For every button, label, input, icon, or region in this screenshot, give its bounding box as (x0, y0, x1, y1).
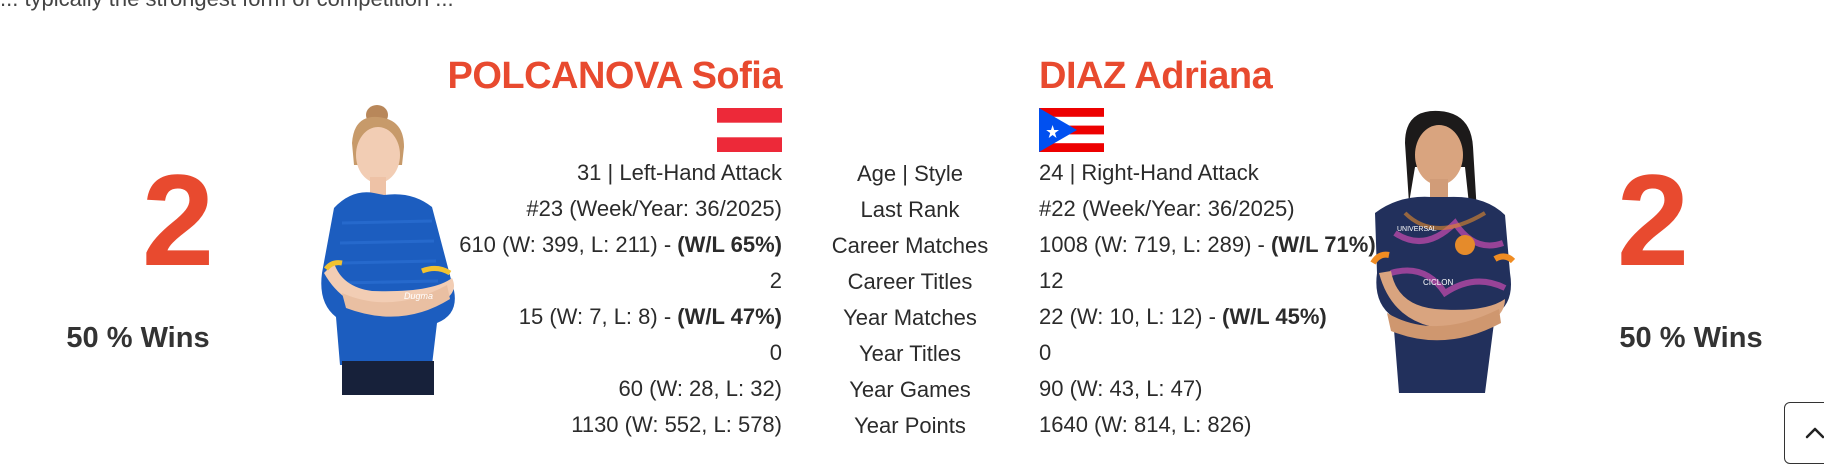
left-player-stats: 31 | Left-Hand Attack #23 (Week/Year: 36… (459, 155, 782, 443)
intro-text: ... typically the strongest form of comp… (0, 0, 454, 12)
left-year-matches: 15 (W: 7, L: 8) - (W/L 47%) (459, 299, 782, 335)
left-year-matches-wl: (W/L 47%) (677, 304, 782, 329)
right-player-stats: 24 | Right-Hand Attack #22 (Week/Year: 3… (1039, 155, 1376, 443)
right-career-matches-value: 1008 (W: 719, L: 289) - (1039, 232, 1271, 257)
label-year-titles: Year Titles (859, 341, 961, 366)
right-year-games: 90 (W: 43, L: 47) (1039, 376, 1203, 401)
left-player-score: 2 (141, 147, 215, 293)
right-player-wins-pct: 50 % Wins (1619, 322, 1763, 354)
right-year-points: 1640 (W: 814, L: 826) (1039, 412, 1252, 437)
right-career-matches: 1008 (W: 719, L: 289) - (W/L 71%) (1039, 227, 1376, 263)
label-year-points: Year Points (854, 413, 966, 438)
right-career-matches-wl: (W/L 71%) (1270, 232, 1376, 257)
right-year-matches: 22 (W: 10, L: 12) - (W/L 45%) (1039, 299, 1376, 335)
stat-labels: Age | Style Last Rank Career Matches Car… (810, 156, 1010, 444)
label-age-style: Age | Style (857, 161, 963, 186)
label-year-matches: Year Matches (843, 305, 977, 330)
right-year-matches-wl: (W/L 45%) (1222, 304, 1327, 329)
puerto-rico-flag-icon (1039, 108, 1104, 152)
left-player-wins-pct: 50 % Wins (66, 322, 210, 354)
right-last-rank: #22 (Week/Year: 36/2025) (1039, 196, 1295, 221)
svg-text:UNIVERSAL: UNIVERSAL (1397, 226, 1437, 233)
right-player-name[interactable]: DIAZ Adriana (1039, 55, 1273, 97)
chevron-up-icon (1805, 427, 1824, 439)
left-career-matches-value: 610 (W: 399, L: 211) - (459, 232, 678, 257)
left-year-points: 1130 (W: 552, L: 578) (571, 412, 782, 437)
label-year-games: Year Games (849, 377, 971, 402)
label-last-rank: Last Rank (860, 197, 960, 222)
austria-flag-icon (717, 108, 782, 152)
right-age-style: 24 | Right-Hand Attack (1039, 160, 1259, 185)
label-career-matches: Career Matches (831, 233, 989, 258)
left-age-style: 31 | Left-Hand Attack (576, 160, 782, 185)
left-player-photo: Dugma (321, 105, 455, 395)
left-career-matches-wl: (W/L 65%) (677, 232, 782, 257)
left-last-rank: #23 (Week/Year: 36/2025) (526, 196, 782, 221)
right-year-titles: 0 (1039, 340, 1052, 365)
svg-text:CICLON: CICLON (1423, 278, 1453, 287)
right-career-titles: 12 (1039, 268, 1064, 293)
left-player-name[interactable]: POLCANOVA Sofia (447, 55, 782, 97)
scroll-to-top-button[interactable] (1784, 402, 1824, 464)
right-year-matches-value: 22 (W: 10, L: 12) - (1039, 304, 1223, 329)
svg-text:Dugma: Dugma (404, 291, 433, 301)
left-career-titles: 2 (769, 268, 782, 293)
right-player-photo: CICLON UNIVERSAL (1370, 110, 1516, 393)
left-career-matches: 610 (W: 399, L: 211) - (W/L 65%) (459, 227, 782, 263)
left-year-matches-value: 15 (W: 7, L: 8) - (518, 304, 678, 329)
left-year-titles: 0 (769, 340, 782, 365)
left-year-games: 60 (W: 28, L: 32) (618, 376, 782, 401)
label-career-titles: Career Titles (847, 269, 973, 294)
right-player-score: 2 (1616, 147, 1690, 293)
